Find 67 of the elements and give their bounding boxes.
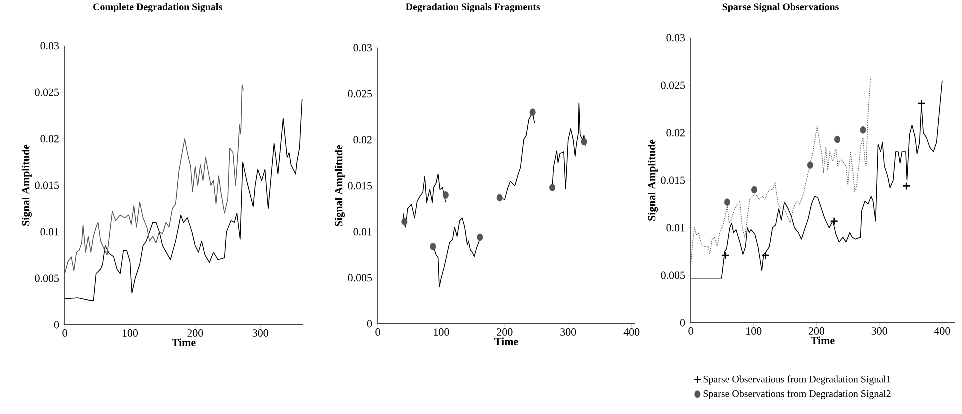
- y-tick-label: 0.01: [354, 228, 372, 236]
- legend-label: Sparse Observations from Degradation Signal2: [704, 390, 891, 400]
- x-tick-label: 300: [872, 328, 888, 335]
- point: [477, 234, 484, 242]
- x-tick-label: 0: [376, 328, 380, 336]
- x-axis-title: Time: [494, 338, 518, 346]
- y-axis-title: Signal Amplitude: [334, 145, 345, 226]
- line-series: [402, 174, 446, 228]
- chart-title: Complete Degradation Signals: [94, 3, 222, 13]
- y-tick-label: 0.02: [354, 136, 372, 144]
- y-tick-label: 0.03: [354, 44, 372, 52]
- y-tick-label: 0: [367, 320, 372, 328]
- x-tick-label: 100: [122, 330, 138, 337]
- y-axis-title: Signal Amplitude: [648, 140, 658, 221]
- y-tick-label: 0.015: [348, 182, 372, 190]
- y-tick-label: 0.015: [35, 182, 60, 190]
- y-tick-label: 0.025: [661, 82, 686, 90]
- x-tick-label: 400: [624, 328, 640, 336]
- y-tick-label: 0.005: [661, 272, 686, 280]
- point: [430, 243, 436, 250]
- x-tick-label: 200: [497, 328, 513, 336]
- point: [834, 136, 840, 144]
- point: [902, 182, 911, 190]
- point: [496, 194, 503, 202]
- point: [581, 138, 588, 146]
- x-tick-label: 400: [934, 328, 950, 335]
- point: [830, 217, 838, 226]
- chart-title: Degradation Signals Fragments: [406, 3, 540, 13]
- y-tick-label: 0.01: [666, 224, 685, 232]
- x-tick-label: 100: [746, 328, 762, 335]
- y-tick-label: 0.025: [35, 88, 60, 96]
- chart-title: Sparse Signal Observations: [722, 3, 839, 13]
- y-tick-label: 0.025: [348, 90, 372, 98]
- y-tick-label: 0.005: [35, 274, 60, 282]
- y-tick-label: 0.015: [661, 176, 686, 184]
- y-tick-label: 0: [680, 319, 686, 327]
- line-series: [65, 84, 244, 274]
- point: [918, 99, 926, 108]
- y-tick-label: 0.02: [40, 135, 59, 143]
- x-tick-label: 300: [560, 328, 576, 336]
- point: [530, 108, 536, 116]
- y-tick-label: 0.03: [666, 34, 686, 42]
- point: [762, 251, 770, 260]
- y-axis-title: Signal Amplitude: [22, 144, 32, 226]
- y-tick-label: 0: [54, 321, 60, 329]
- point: [442, 192, 449, 199]
- y-tick-label: 0.005: [348, 274, 372, 282]
- y-tick-label: 0.01: [40, 228, 59, 236]
- x-tick-label: 200: [808, 328, 825, 335]
- x-tick-label: 100: [434, 328, 450, 336]
- x-tick-label: 200: [188, 330, 204, 337]
- point: [724, 198, 730, 206]
- line-series: [691, 78, 872, 266]
- legend-label: Sparse Observations from Degradation Signal1: [704, 376, 891, 385]
- x-tick-label: 0: [62, 330, 68, 337]
- point: [550, 184, 556, 192]
- point: [752, 186, 758, 194]
- x-tick-label: 300: [252, 330, 268, 337]
- point: [721, 251, 730, 260]
- point: [860, 126, 866, 134]
- x-axis-title: Time: [172, 338, 196, 346]
- y-tick-label: 0.02: [666, 129, 685, 137]
- point: [807, 162, 814, 169]
- y-tick-label: 0.03: [40, 42, 60, 50]
- x-tick-label: 0: [688, 328, 694, 335]
- point: [402, 218, 408, 226]
- x-axis-title: Time: [811, 336, 835, 344]
